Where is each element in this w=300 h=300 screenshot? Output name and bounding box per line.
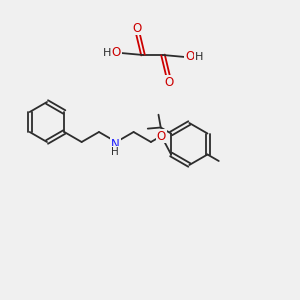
Text: O: O (111, 46, 121, 59)
Text: O: O (164, 76, 174, 88)
Text: O: O (157, 130, 166, 142)
Text: N: N (111, 137, 120, 151)
Text: O: O (185, 50, 195, 64)
Text: H: H (195, 52, 203, 62)
Text: O: O (132, 22, 142, 34)
Text: H: H (103, 48, 111, 58)
Text: H: H (111, 147, 119, 157)
